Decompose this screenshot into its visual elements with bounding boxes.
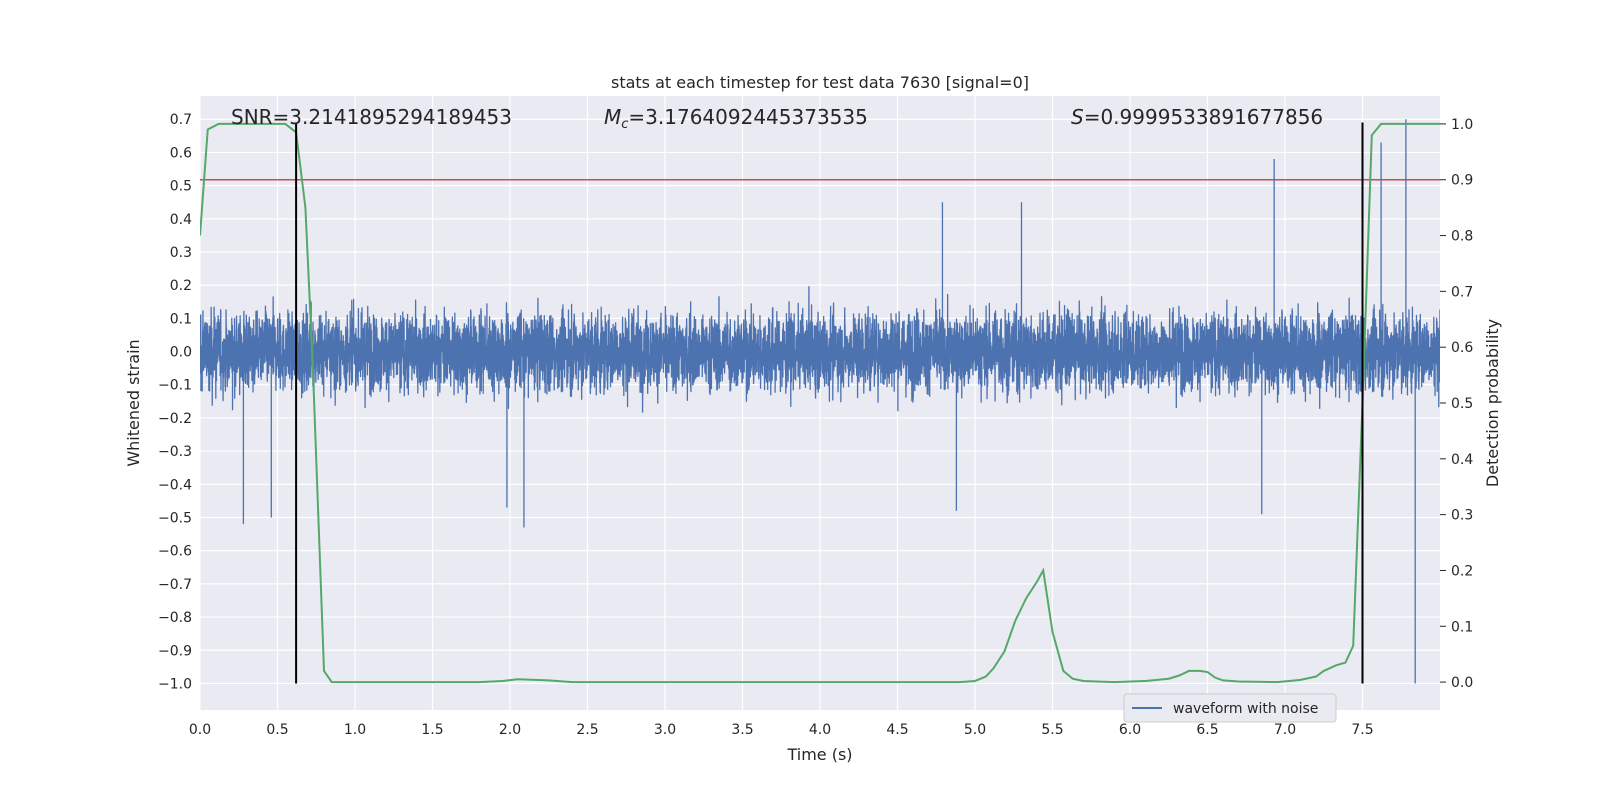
y2-tick-label: 0.2 [1451, 563, 1473, 579]
x-tick-label: 6.5 [1196, 722, 1218, 738]
y2-tick-label: 1.0 [1451, 117, 1473, 133]
y-tick-label: −0.1 [158, 378, 192, 394]
x-tick-label: 5.0 [964, 722, 986, 738]
y-axis-left: 0.7 0.6 0.5 0.4 0.3 0.2 0.1 0.0 −0.1 −0.2 −0.3 −0.4… [158, 112, 192, 692]
legend-box [1123, 693, 1337, 723]
x-tick-label: 0.0 [189, 722, 211, 738]
x-tick-label: 4.5 [886, 722, 908, 738]
waveform-series [200, 119, 1440, 684]
x-tick-label: 2.5 [576, 722, 598, 738]
x-tick-label: 2.0 [499, 722, 521, 738]
y-tick-label: 0.6 [170, 145, 192, 161]
y-tick-label: −0.9 [158, 643, 192, 659]
y-tick-label: −0.5 [158, 511, 192, 527]
legend-label: waveform with noise [1173, 701, 1318, 717]
y-tick-label: 0.3 [170, 245, 192, 261]
x-tick-label: 6.0 [1119, 722, 1141, 738]
y2-tick-label: 0.4 [1451, 452, 1473, 468]
chirp-mass-value: =3.1764092445373535 [628, 105, 867, 129]
legend: waveform with noise [1123, 693, 1337, 723]
snr-annotation: SNR=3.2141895294189453 [231, 105, 512, 129]
x-tick-label: 4.0 [809, 722, 831, 738]
y2-tick-label: 0.8 [1451, 229, 1473, 245]
y-axis-right: 1.0 0.9 0.8 0.7 0.6 0.5 0.4 0.3 0.2 0.1 0.0 [1440, 117, 1473, 691]
y2-tick-label: 0.3 [1451, 508, 1473, 524]
y2-tick-label: 0.7 [1451, 284, 1473, 300]
x-tick-label: 3.5 [731, 722, 753, 738]
series-layer [200, 119, 1440, 684]
y-axis-label: Whitened strain [124, 339, 143, 466]
chirp-mass-annotation: Mc=3.1764092445373535 [604, 105, 868, 132]
x-tick-label: 7.0 [1274, 722, 1296, 738]
y-tick-label: 0.1 [170, 311, 192, 327]
significance-symbol: S [1071, 105, 1084, 129]
y-tick-label: −0.7 [158, 577, 192, 593]
x-tick-label: 5.5 [1041, 722, 1063, 738]
y2-axis-label: Detection probability [1483, 319, 1502, 487]
y-tick-label: −0.4 [158, 477, 192, 493]
y2-tick-label: 0.1 [1451, 619, 1473, 635]
significance-annotation: S=0.9999533891677856 [1071, 105, 1323, 129]
y2-tick-label: 0.5 [1451, 396, 1473, 412]
x-axis: 0.0 0.5 1.0 1.5 2.0 2.5 3.0 3.5 4.0 4.5 5.0 5.5 6.0 6… [189, 722, 1374, 738]
y-tick-label: 0.7 [170, 112, 192, 128]
x-tick-label: 1.0 [344, 722, 366, 738]
x-tick-label: 1.5 [421, 722, 443, 738]
y2-tick-label: 0.9 [1451, 173, 1473, 189]
y-tick-label: 0.5 [170, 179, 192, 195]
x-tick-label: 7.5 [1351, 722, 1373, 738]
y2-tick-label: 0.0 [1451, 675, 1473, 691]
x-axis-label: Time (s) [786, 745, 852, 764]
y-tick-label: −0.3 [158, 444, 192, 460]
y-tick-label: 0.0 [170, 345, 192, 361]
significance-value: =0.9999533891677856 [1084, 105, 1323, 129]
detection-probability-series [200, 122, 1440, 684]
chart-title: stats at each timestep for test data 763… [611, 73, 1029, 92]
y-tick-label: −0.6 [158, 544, 192, 560]
grid [199, 96, 1440, 710]
chirp-mass-symbol: M [604, 105, 621, 129]
x-tick-label: 0.5 [266, 722, 288, 738]
y-tick-label: −0.2 [158, 411, 192, 427]
y2-tick-label: 0.6 [1451, 340, 1473, 356]
y-tick-label: 0.2 [170, 278, 192, 294]
y-tick-label: −0.8 [158, 610, 192, 626]
x-tick-label: 3.0 [654, 722, 676, 738]
y-tick-label: −1.0 [158, 676, 192, 692]
y-tick-label: 0.4 [170, 212, 192, 228]
chirp-mass-subscript: c [621, 117, 628, 132]
